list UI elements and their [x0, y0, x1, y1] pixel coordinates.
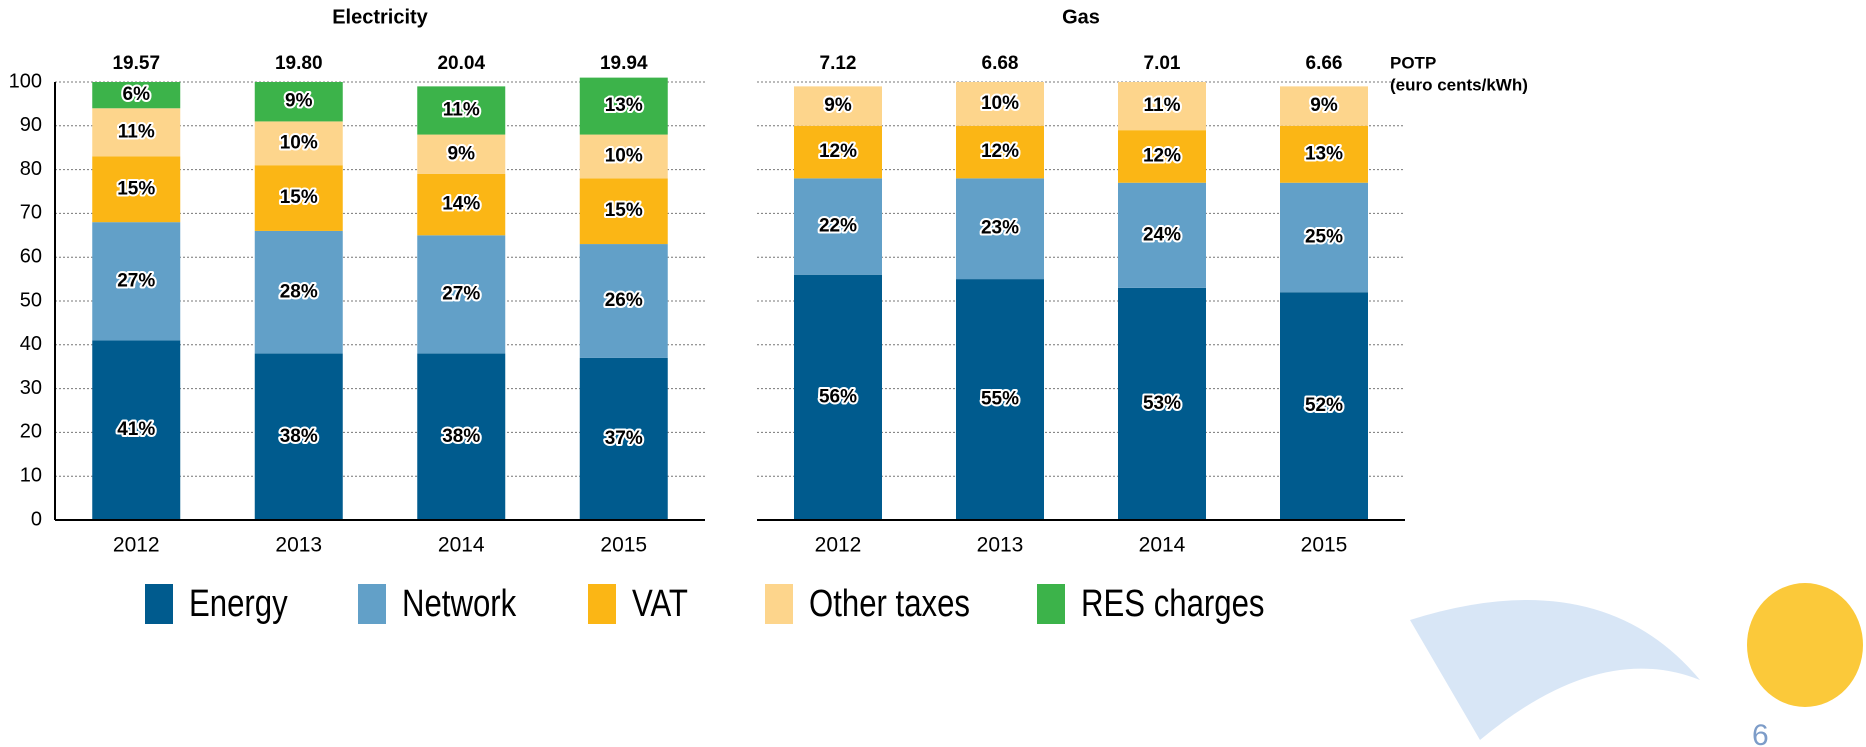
total-label: 20.04	[437, 53, 485, 74]
page: 6 Electricity 0 10 20 30 40 50 60 70 80 90 100 41% 27…	[0, 0, 1866, 747]
data-label: 37%	[605, 428, 643, 449]
data-label: 10%	[605, 145, 643, 166]
panel-title: Electricity	[332, 6, 428, 28]
y-tick-label: 80	[20, 158, 42, 180]
data-label: 12%	[1143, 145, 1181, 166]
data-label: 56%	[819, 386, 857, 407]
data-label: 53%	[1143, 393, 1181, 414]
data-label: 10%	[981, 93, 1019, 114]
data-label: 55%	[981, 389, 1019, 410]
decoration-sun	[1747, 583, 1863, 707]
y-tick-label: 100	[9, 70, 42, 92]
data-label: 13%	[605, 95, 643, 116]
data-label: 13%	[1305, 143, 1343, 164]
totals-title: POTP	[1390, 53, 1436, 72]
data-label: 15%	[280, 187, 318, 208]
data-label: 26%	[605, 290, 643, 311]
totals-title: (euro cents/kWh)	[1390, 75, 1528, 94]
y-tick-label: 40	[20, 333, 42, 355]
x-tick-label: 2015	[600, 534, 647, 557]
decoration-swoosh	[1410, 600, 1700, 740]
legend-swatch	[358, 584, 386, 624]
x-tick-label: 2012	[113, 534, 160, 557]
data-label: 38%	[442, 426, 480, 447]
legend-swatch	[588, 584, 616, 624]
total-label: 6.66	[1306, 53, 1343, 74]
data-label: 15%	[117, 178, 155, 199]
data-label: 52%	[1305, 395, 1343, 416]
chart: 6 Electricity 0 10 20 30 40 50 60 70 80 90 100 41% 27…	[0, 0, 1866, 747]
legend-swatch	[765, 584, 793, 624]
x-tick-label: 2013	[977, 534, 1024, 557]
total-label: 7.01	[1144, 53, 1181, 74]
data-label: 14%	[442, 194, 480, 215]
total-label: 7.12	[820, 53, 857, 74]
data-label: 27%	[117, 270, 155, 291]
data-label: 11%	[443, 99, 480, 120]
data-label: 22%	[819, 216, 857, 237]
y-tick-label: 0	[31, 508, 42, 530]
total-label: 6.68	[982, 53, 1019, 74]
y-tick-label: 50	[20, 289, 42, 311]
total-label: 19.57	[112, 53, 160, 74]
y-tick-label: 10	[20, 464, 42, 486]
data-label: 9%	[285, 91, 313, 112]
total-label: 19.80	[275, 53, 323, 74]
data-label: 11%	[118, 121, 155, 142]
y-tick-label: 30	[20, 377, 42, 399]
data-label: 12%	[819, 141, 857, 162]
data-label: 9%	[448, 143, 476, 164]
y-tick-label: 60	[20, 245, 42, 267]
total-label: 19.94	[600, 53, 648, 74]
data-label: 38%	[280, 426, 318, 447]
data-label: 28%	[280, 281, 318, 302]
page-number: 6	[1752, 719, 1769, 747]
data-label: 10%	[280, 132, 318, 153]
data-label: 9%	[824, 95, 852, 116]
legend-label: RES charges	[1081, 583, 1265, 625]
y-tick-label: 70	[20, 202, 42, 224]
data-label: 6%	[123, 84, 151, 105]
data-label: 9%	[1310, 95, 1338, 116]
legend-label: Other taxes	[809, 583, 970, 625]
x-tick-label: 2013	[275, 534, 322, 557]
legend-label: VAT	[632, 583, 688, 625]
legend-swatch	[1037, 584, 1065, 624]
data-label: 23%	[981, 218, 1019, 239]
legend-label: Energy	[189, 583, 288, 625]
x-tick-label: 2012	[815, 534, 862, 557]
data-label: 11%	[1144, 95, 1181, 116]
x-tick-label: 2014	[1139, 534, 1186, 557]
data-label: 15%	[605, 200, 643, 221]
legend-swatch	[145, 584, 173, 624]
y-tick-label: 90	[20, 114, 42, 136]
x-tick-label: 2014	[438, 534, 485, 557]
x-tick-label: 2015	[1301, 534, 1348, 557]
data-label: 25%	[1305, 227, 1343, 248]
data-label: 41%	[117, 419, 155, 440]
data-label: 12%	[981, 141, 1019, 162]
data-label: 24%	[1143, 224, 1181, 245]
data-label: 27%	[442, 283, 480, 304]
panel-title: Gas	[1062, 6, 1100, 28]
y-tick-label: 20	[20, 421, 42, 443]
legend-label: Network	[402, 583, 517, 625]
